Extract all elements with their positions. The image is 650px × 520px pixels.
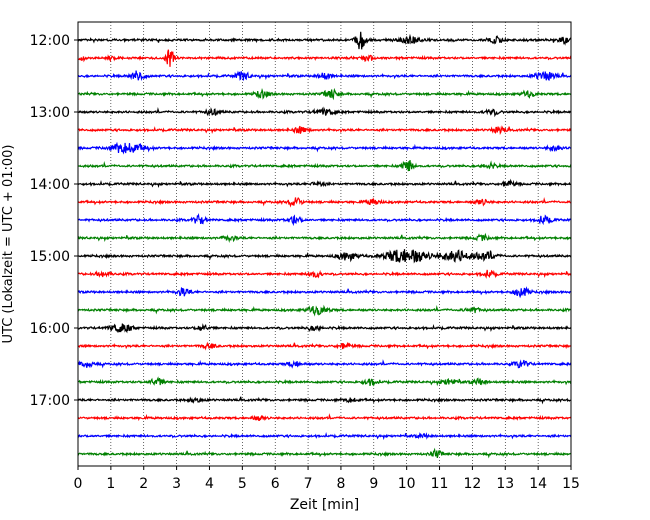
trace-1445 — [77, 232, 572, 244]
x-tick-label: 6 — [271, 476, 280, 492]
x-tick-label: 0 — [74, 476, 83, 492]
x-tick-label: 11 — [431, 476, 449, 492]
y-tick-label: 14:00 — [30, 177, 70, 193]
trace-1730 — [77, 432, 572, 441]
trace-1600 — [77, 323, 572, 334]
trace-1545 — [77, 304, 572, 317]
x-tick-label: 15 — [562, 476, 580, 492]
trace-1630 — [77, 359, 572, 369]
trace-1215 — [77, 49, 572, 67]
trace-1500 — [77, 249, 572, 264]
x-axis-label: Zeit [min] — [290, 497, 359, 513]
trace-1330 — [77, 141, 571, 155]
trace-1745 — [77, 447, 572, 459]
trace-1345 — [77, 159, 572, 172]
trace-1230 — [77, 70, 572, 82]
y-tick-label: 17:00 — [30, 393, 70, 409]
y-axis-label: UTC (Lokalzeit = UTC + 01:00) — [1, 145, 16, 344]
y-tick-label: 12:00 — [30, 33, 70, 49]
x-tick-label: 5 — [238, 476, 247, 492]
x-tick-label: 2 — [139, 476, 148, 492]
y-tick-label: 15:00 — [30, 249, 70, 265]
x-tick-label: 8 — [336, 476, 345, 492]
y-tick-label: 13:00 — [30, 105, 70, 121]
trace-1715 — [77, 413, 572, 422]
trace-1530 — [77, 286, 572, 299]
x-tick-label: 9 — [369, 476, 378, 492]
trace-1515 — [77, 269, 572, 279]
x-axis-ticks: 0 1 2 3 4 5 6 7 8 9 10 11 12 13 14 15 — [74, 466, 580, 492]
trace-1245 — [77, 87, 572, 101]
y-axis-ticks: 12:00 13:00 14:00 15:00 16:00 17:00 — [30, 33, 78, 409]
trace-1315 — [77, 125, 572, 135]
plot-frame — [77, 21, 572, 467]
x-tick-label: 12 — [463, 476, 481, 492]
y-tick-label: 16:00 — [30, 321, 70, 337]
x-tick-label: 3 — [172, 476, 181, 492]
trace-1200 — [77, 31, 572, 50]
trace-1300 — [77, 106, 572, 118]
x-tick-label: 1 — [106, 476, 115, 492]
x-tick-label: 7 — [304, 476, 313, 492]
trace-1415 — [77, 196, 572, 208]
grid-lines — [110, 22, 539, 466]
trace-1430 — [77, 212, 572, 227]
x-tick-label: 10 — [398, 476, 416, 492]
trace-1400 — [77, 178, 572, 189]
x-tick-label: 13 — [496, 476, 514, 492]
trace-1645 — [77, 376, 572, 387]
x-tick-label: 4 — [205, 476, 214, 492]
trace-lines — [77, 31, 572, 459]
trace-1700 — [78, 396, 572, 405]
trace-1615 — [77, 341, 572, 351]
x-tick-label: 14 — [529, 476, 547, 492]
